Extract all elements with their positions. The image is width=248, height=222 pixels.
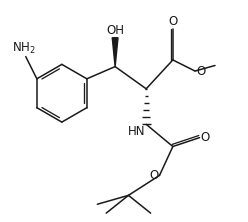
Text: OH: OH bbox=[106, 24, 124, 37]
Text: O: O bbox=[149, 169, 158, 182]
Text: HN: HN bbox=[127, 125, 145, 138]
Polygon shape bbox=[112, 38, 118, 67]
Text: O: O bbox=[168, 15, 178, 28]
Text: O: O bbox=[201, 131, 210, 144]
Text: NH$_2$: NH$_2$ bbox=[12, 40, 35, 56]
Text: O: O bbox=[196, 65, 205, 77]
